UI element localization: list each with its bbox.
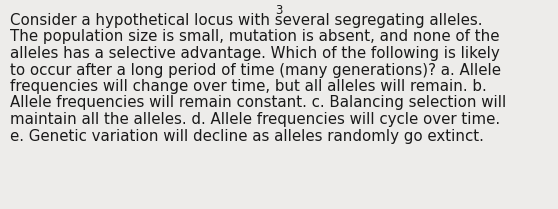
Text: to occur after a long period of time (many generations)? a. Allele: to occur after a long period of time (ma…: [10, 62, 501, 78]
Text: 3: 3: [275, 4, 283, 17]
Text: alleles has a selective advantage. Which of the following is likely: alleles has a selective advantage. Which…: [10, 46, 500, 61]
Text: maintain all the alleles. d. Allele frequencies will cycle over time.: maintain all the alleles. d. Allele freq…: [10, 112, 500, 127]
Text: Allele frequencies will remain constant. c. Balancing selection will: Allele frequencies will remain constant.…: [10, 96, 506, 111]
Text: e. Genetic variation will decline as alleles randomly go extinct.: e. Genetic variation will decline as all…: [10, 129, 484, 144]
Text: Consider a hypothetical locus with several segregating alleles.: Consider a hypothetical locus with sever…: [10, 13, 483, 28]
Text: The population size is small, mutation is absent, and none of the: The population size is small, mutation i…: [10, 29, 499, 45]
Text: frequencies will change over time, but all alleles will remain. b.: frequencies will change over time, but a…: [10, 79, 487, 94]
